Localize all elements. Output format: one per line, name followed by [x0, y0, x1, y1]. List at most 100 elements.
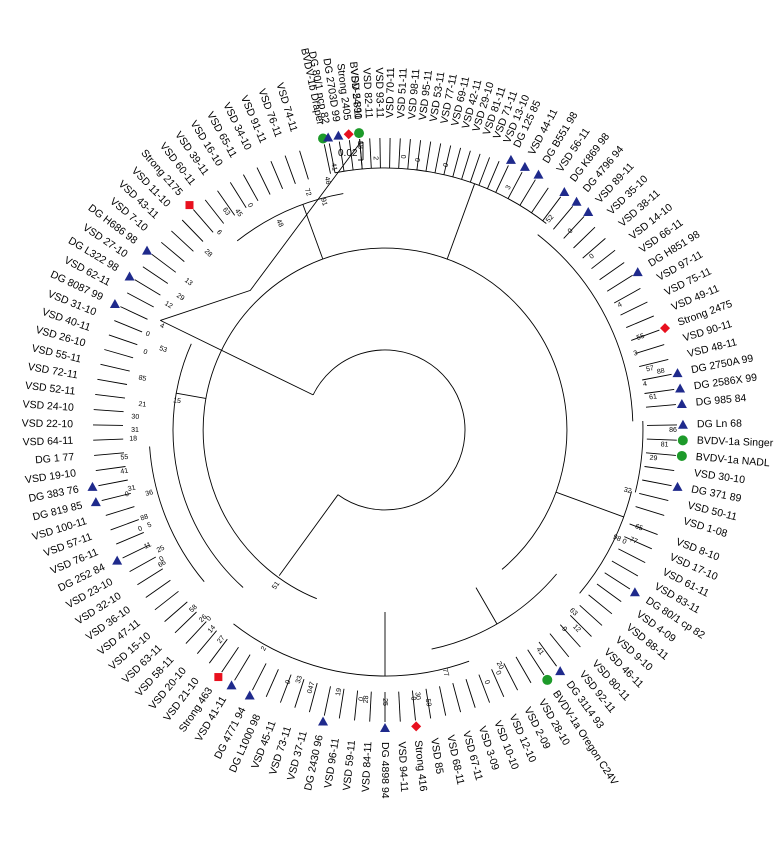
leaf-branch	[465, 679, 476, 708]
leaf-branch	[164, 601, 188, 622]
bootstrap-value: 0	[483, 679, 491, 685]
bootstrap-value: 20	[495, 661, 505, 671]
leaf-branch	[626, 315, 654, 329]
bootstrap-value: 65	[634, 523, 644, 532]
leaf-branch	[588, 594, 613, 615]
leaf-branch	[620, 301, 648, 316]
bootstrap-value: 31	[127, 485, 136, 494]
bootstrap-value: 14	[207, 624, 217, 635]
bootstrap-value: 0	[142, 348, 148, 356]
tree-branches	[92, 137, 678, 722]
leaf-branch	[185, 621, 207, 644]
blue-triangle-icon	[109, 299, 120, 309]
leaf-branch	[328, 143, 336, 173]
leaf-branch	[110, 519, 139, 531]
blue-triangle-icon	[555, 666, 566, 676]
blue-triangle-icon	[142, 245, 153, 255]
bootstrap-value: 88	[656, 367, 665, 375]
leaf-branch	[161, 241, 185, 262]
leaf-branch	[407, 139, 411, 170]
bootstrap-value: 36	[145, 489, 154, 498]
blue-triangle-icon	[533, 169, 544, 179]
leaf-branch	[434, 143, 442, 173]
bootstrap-value: 0	[621, 538, 628, 546]
blue-triangle-icon	[583, 207, 594, 217]
leaf-branch	[631, 329, 660, 341]
bootstrap-value: 25	[381, 698, 388, 706]
bootstrap-value: 13	[183, 277, 194, 287]
leaf-branch	[452, 147, 462, 178]
leaf-branch	[145, 579, 171, 598]
leaf-branch	[279, 674, 292, 703]
leaf-label: VSD 64-11	[22, 435, 73, 449]
leaf-branch	[221, 646, 239, 673]
leaf-branch	[515, 656, 532, 684]
leaf-branch	[542, 196, 562, 222]
bootstrap-value: 0	[567, 227, 575, 235]
bootstrap-value: 0	[401, 154, 408, 158]
bootstrap-value: 86	[669, 427, 677, 434]
blue-triangle-icon	[672, 368, 683, 378]
subclade-arc-bottom-right	[431, 573, 557, 650]
blue-triangle-icon	[90, 497, 101, 507]
leaf-branch	[348, 140, 354, 171]
leaf-branch	[478, 674, 491, 703]
leaf-branch	[629, 523, 658, 536]
leaf-branch	[379, 137, 381, 169]
bootstrap-value: 5	[147, 522, 153, 530]
leaf-branch	[270, 161, 284, 189]
bootstrap-value: 29	[649, 455, 658, 463]
bootstrap-value: 41	[120, 468, 129, 476]
leaf-branch	[591, 249, 616, 270]
bootstrap-value: 25	[156, 545, 166, 555]
stem-left	[176, 392, 206, 399]
leaf-branch	[443, 145, 452, 175]
leaf-branch	[369, 691, 372, 722]
leaf-label: VSD 72-11	[27, 361, 79, 382]
bootstrap-value: 48	[275, 218, 285, 228]
leaf-branch	[618, 548, 646, 564]
blue-triangle-icon	[571, 196, 582, 206]
clade-arc-right	[359, 247, 568, 570]
bootstrap-value: 12	[163, 300, 173, 310]
leaf-branch	[563, 216, 585, 239]
bootstrap-value: 85	[138, 375, 147, 383]
leaf-branch	[284, 155, 296, 184]
leaf-branch	[338, 141, 345, 172]
bootstrap-value: 29	[175, 292, 185, 302]
leaf-label: VSD 82-11	[360, 68, 375, 119]
leaf-branch	[553, 206, 574, 230]
leaf-branch	[639, 358, 669, 368]
bootstrap-value: 66	[157, 559, 167, 569]
bootstrap-value: 57	[645, 365, 654, 374]
leaf-branch	[469, 153, 481, 183]
leaf-branch	[137, 568, 164, 586]
leaf-branch	[573, 226, 596, 249]
leaf-branch	[642, 479, 672, 487]
blue-triangle-icon	[380, 723, 390, 732]
leaf-branch	[151, 253, 177, 273]
leaf-branch	[94, 452, 125, 456]
blue-triangle-icon	[318, 716, 329, 726]
leaf-branch	[134, 279, 161, 296]
leaf-branch	[425, 688, 432, 719]
leaf-label: VSD 52-11	[24, 380, 76, 398]
leaf-branch	[114, 320, 143, 333]
leaf-label: DG 985 84	[695, 392, 747, 408]
leaf-branch	[108, 334, 138, 346]
leaf-branch	[486, 161, 500, 189]
leaf-branch	[416, 140, 422, 171]
bootstrap-value: 0	[443, 162, 451, 167]
leaf-branch	[439, 686, 447, 716]
bootstrap-value: 91	[319, 197, 328, 206]
leaf-branch	[646, 424, 678, 426]
bootstrap-value: 55	[636, 333, 646, 342]
blue-triangle-icon	[505, 154, 516, 164]
bootstrap-value: 12	[571, 624, 582, 635]
bootstrap-value: 0	[588, 253, 596, 261]
red-square-icon	[185, 201, 194, 210]
bootstrap-value: 0	[144, 330, 150, 338]
leaf-branch	[154, 590, 179, 611]
bootstrap-value: 4	[159, 322, 166, 330]
leaf-branch	[644, 466, 675, 472]
